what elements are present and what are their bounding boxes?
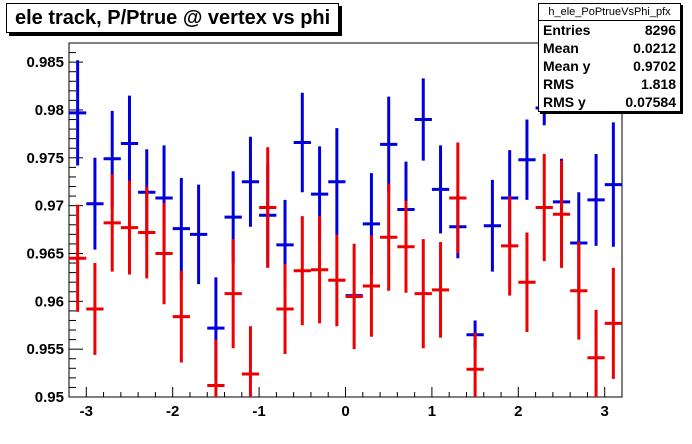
y-tick-label: 0.96: [35, 293, 64, 310]
data-point: [604, 267, 622, 379]
chart-title: ele track, P/Ptrue @ vertex vs phi: [6, 3, 340, 33]
x-tick-label: -1: [252, 403, 265, 420]
data-point: [570, 242, 588, 340]
stats-value: 8296: [644, 22, 676, 38]
stats-row-mean-y: Mean y 0.9702: [539, 57, 680, 75]
data-point: [449, 142, 467, 254]
data-point: [259, 147, 277, 268]
data-point: [587, 153, 605, 246]
data-point: [328, 128, 346, 236]
data-point: [552, 160, 571, 268]
data-point: [501, 196, 519, 296]
data-point: [431, 242, 450, 338]
stats-label: Mean: [543, 40, 579, 56]
data-point: [518, 232, 536, 332]
data-point: [328, 234, 346, 327]
data-point: [431, 145, 450, 234]
stats-label: Entries: [543, 22, 591, 38]
data-marks: [69, 60, 622, 397]
data-point: [380, 183, 398, 291]
y-tick-label: 0.95: [35, 389, 64, 406]
stats-row-mean: Mean 0.0212: [539, 39, 680, 57]
data-point: [310, 216, 329, 324]
data-point: [414, 78, 432, 161]
stats-label: RMS y: [543, 94, 586, 110]
series-1: [69, 142, 622, 397]
data-point: [69, 60, 87, 166]
stats-histogram-name: h_ele_PoPtrueVsPhi_pfx: [539, 4, 680, 21]
data-point: [172, 177, 190, 280]
x-tick-label: 3: [601, 403, 609, 420]
data-point: [380, 96, 398, 193]
data-point: [120, 180, 139, 275]
stats-label: RMS: [543, 76, 575, 92]
x-tick-label: 2: [514, 403, 522, 420]
data-point: [69, 204, 87, 312]
y-tick-label: 0.975: [26, 150, 64, 167]
data-point: [189, 184, 208, 285]
x-tick-label: -3: [80, 403, 93, 420]
stats-label: Mean y: [543, 58, 591, 74]
data-point: [86, 157, 104, 250]
data-point: [483, 179, 502, 272]
data-point: [138, 186, 156, 279]
y-tick-label: 0.965: [26, 245, 64, 262]
data-point: [414, 239, 432, 349]
data-point: [86, 263, 104, 355]
data-point: [293, 92, 311, 193]
data-point: [224, 239, 242, 349]
data-point: [397, 200, 415, 293]
data-point: [155, 202, 173, 305]
data-point: [120, 95, 139, 192]
stats-row-rms-y: RMS y 0.07584: [539, 93, 680, 111]
data-point: [345, 243, 363, 350]
data-point: [604, 122, 622, 247]
stats-row-entries: Entries 8296: [539, 21, 680, 39]
data-point: [466, 332, 484, 397]
stats-value: 0.9702: [633, 58, 676, 74]
axis-ticks: -3 -2 -1 0 1 2 3 0.95 0.955 0.96 0.965 0.97 0.975 0.9…: [26, 42, 623, 420]
stats-value: 1.818: [640, 76, 676, 92]
stats-value: 0.0212: [633, 40, 676, 56]
data-point: [276, 264, 294, 354]
data-point: [587, 309, 605, 397]
stats-row-rms: RMS 1.818: [539, 75, 680, 93]
stats-box: h_ele_PoPtrueVsPhi_pfx Entries 8296 Mean…: [538, 3, 681, 112]
data-point: [241, 136, 260, 227]
data-point: [103, 174, 121, 272]
data-point: [207, 339, 225, 397]
data-point: [241, 326, 260, 397]
data-point: [293, 216, 311, 326]
y-tick-label: 0.97: [35, 198, 64, 215]
y-tick-label: 0.955: [26, 341, 64, 358]
data-point: [362, 235, 381, 337]
y-tick-label: 0.98: [35, 102, 64, 119]
data-point: [172, 270, 190, 363]
data-point: [518, 119, 536, 200]
x-tick-label: 0: [341, 403, 349, 420]
x-tick-label: 1: [428, 403, 436, 420]
x-tick-label: -2: [166, 403, 179, 420]
data-point: [535, 153, 553, 262]
y-tick-label: 0.985: [26, 54, 64, 71]
stats-value: 0.07584: [625, 94, 676, 110]
